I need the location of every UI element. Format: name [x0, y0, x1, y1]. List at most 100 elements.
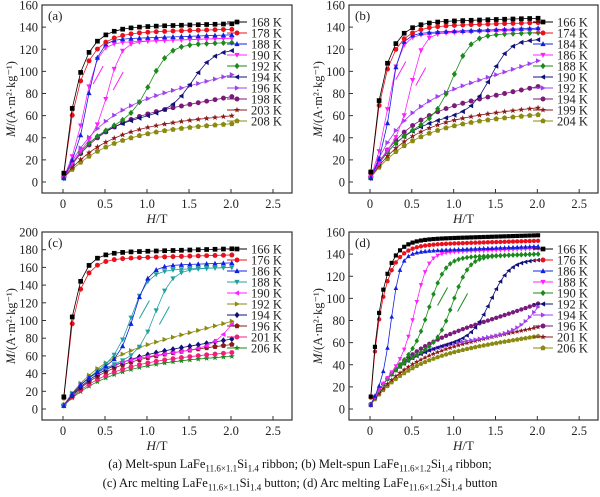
data-point	[435, 349, 441, 355]
data-point	[489, 240, 495, 245]
data-point	[460, 83, 466, 89]
data-point	[536, 58, 541, 64]
data-point	[477, 246, 482, 251]
data-point	[473, 253, 478, 260]
x-tick-label: 2.0	[530, 197, 546, 211]
panel-label: (c)	[48, 235, 62, 250]
data-point	[410, 240, 415, 245]
data-point	[170, 105, 176, 111]
data-point	[112, 112, 118, 118]
data-point	[452, 330, 457, 335]
legend-marker	[234, 41, 240, 47]
data-point	[153, 122, 160, 129]
data-point	[212, 354, 218, 361]
data-point	[94, 122, 100, 128]
data-point	[86, 270, 92, 276]
data-point	[447, 341, 453, 346]
legend-item: 204 K	[533, 114, 588, 128]
data-point	[481, 312, 486, 317]
data-point	[434, 121, 441, 128]
legend-label: 192 K	[557, 81, 588, 95]
legend-marker	[540, 52, 546, 58]
legend-marker	[234, 344, 240, 351]
arrow-increasing-field	[158, 306, 170, 325]
data-point	[477, 235, 482, 240]
x-axis-label-symbol: H	[452, 211, 463, 226]
legend-item: 166 K	[227, 242, 282, 256]
data-point	[120, 40, 126, 46]
x-axis-label: H/T	[146, 211, 168, 226]
x-tick-label: 0.5	[97, 197, 113, 211]
data-point	[451, 22, 457, 28]
data-point	[418, 117, 424, 123]
legend-marker	[540, 19, 546, 25]
data-point	[111, 352, 117, 358]
y-axis-label-unit: /(A·m²·kg⁻¹)	[311, 61, 325, 126]
data-point	[485, 304, 490, 309]
data-point	[228, 112, 235, 119]
data-point	[510, 66, 516, 72]
y-tick-label: 140	[326, 21, 345, 35]
data-point	[527, 326, 533, 332]
data-point	[535, 243, 541, 249]
data-point	[212, 32, 218, 38]
y-tick-label: 60	[26, 349, 39, 363]
data-point	[178, 267, 184, 273]
data-point	[476, 93, 482, 99]
data-point	[393, 364, 399, 369]
data-point	[153, 129, 159, 135]
data-point	[128, 31, 134, 37]
data-point	[493, 92, 499, 98]
data-point	[228, 353, 235, 359]
y-axis-label-symbol: M	[4, 353, 18, 365]
data-point	[94, 46, 100, 52]
data-point	[426, 20, 432, 26]
data-point	[103, 144, 109, 150]
data-point	[137, 24, 142, 30]
panel-label: (d)	[355, 235, 370, 250]
data-point	[502, 234, 507, 239]
data-point	[418, 103, 424, 110]
data-point	[439, 271, 445, 277]
y-tick-label: 120	[326, 270, 345, 284]
arrow-increasing-field	[112, 71, 124, 91]
data-point	[418, 249, 424, 254]
data-point	[435, 253, 440, 258]
legend-label: 194 K	[251, 70, 282, 84]
series-line	[370, 306, 539, 406]
data-point	[493, 245, 499, 250]
data-point	[401, 370, 407, 376]
data-point	[523, 305, 528, 311]
legend-item: 190 K	[533, 70, 588, 84]
data-point	[94, 148, 101, 154]
x-tick-label: 2.0	[530, 424, 546, 438]
data-point	[489, 341, 495, 346]
data-point	[229, 260, 235, 265]
data-point	[103, 252, 109, 258]
legend-marker	[234, 301, 240, 307]
caption-line-2: (c) Arc melting LaFe11.6×1.1Si1.4 button…	[102, 476, 498, 493]
data-point	[94, 369, 100, 374]
data-point	[393, 135, 399, 140]
data-point	[502, 21, 508, 27]
x-axis-label-symbol: H	[146, 438, 157, 453]
data-point	[397, 361, 403, 368]
legend-item: 194 K	[227, 70, 282, 84]
data-point	[506, 234, 511, 239]
legend-item: 194 K	[533, 92, 588, 106]
data-point	[507, 329, 512, 334]
legend-label: 206 K	[251, 341, 282, 355]
data-point	[377, 310, 382, 315]
data-point	[94, 133, 100, 140]
data-point	[129, 348, 134, 354]
data-point	[518, 20, 524, 26]
data-point	[385, 271, 390, 276]
data-point	[78, 149, 84, 154]
data-point	[195, 261, 201, 267]
x-tick-label: 1.0	[446, 197, 462, 211]
data-point	[402, 244, 407, 249]
data-point	[170, 276, 176, 282]
data-point	[145, 360, 151, 366]
data-point	[523, 233, 528, 238]
